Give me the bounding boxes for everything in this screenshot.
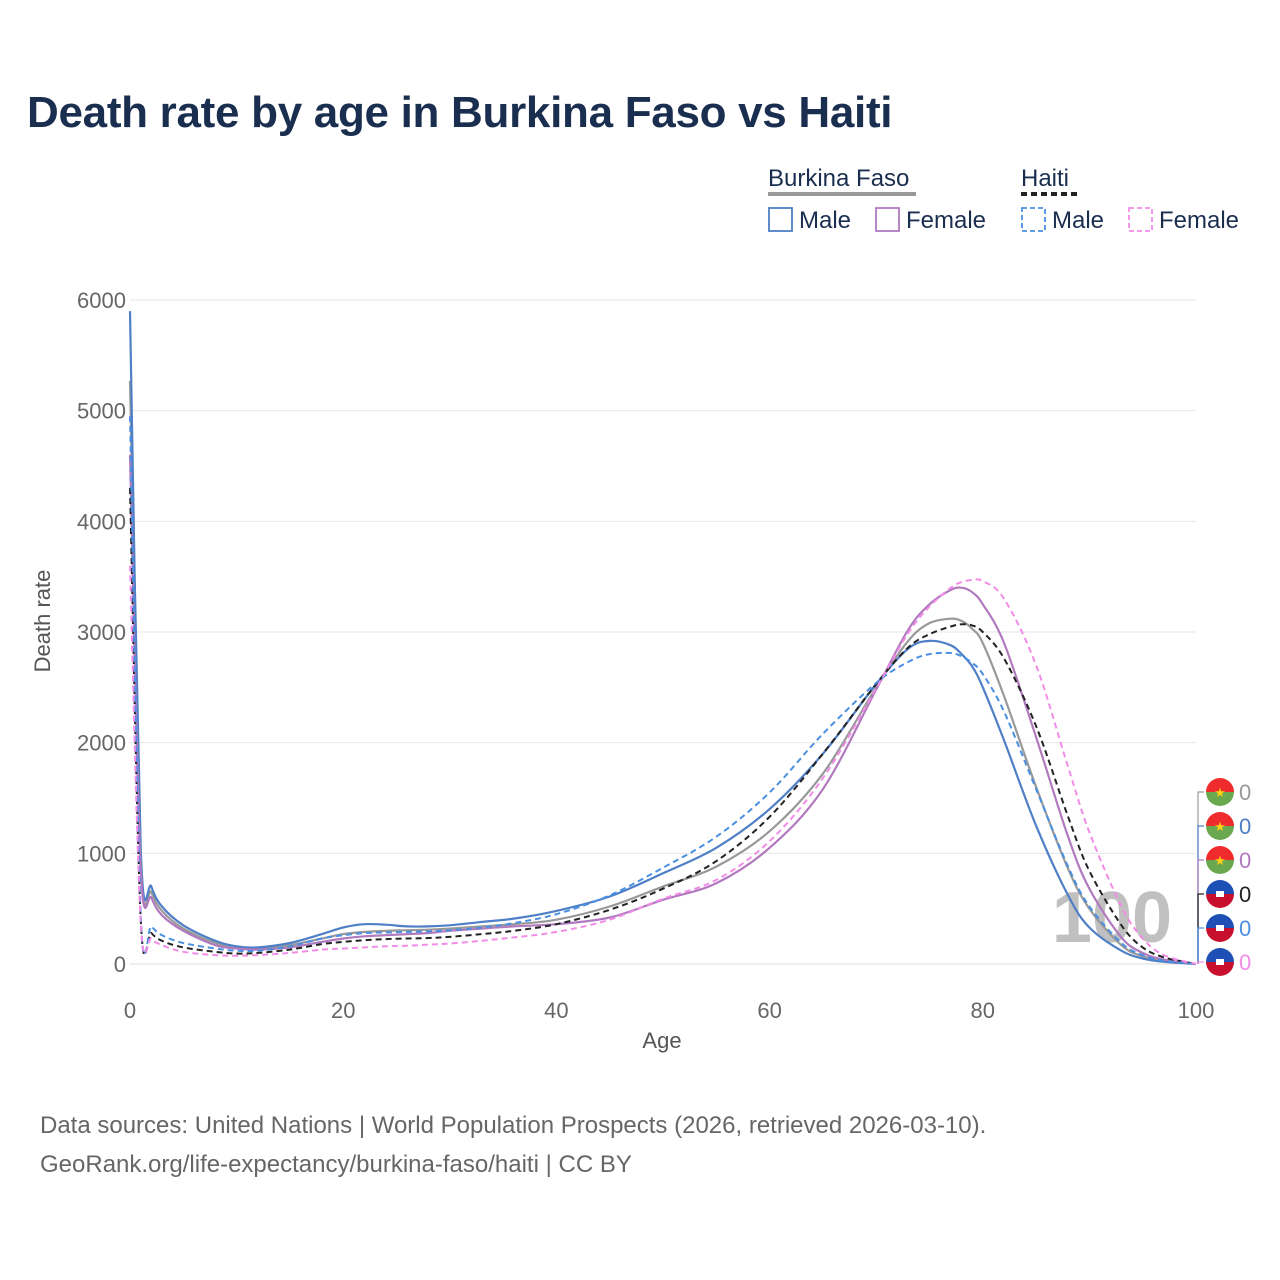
star-icon: ★ (1214, 786, 1226, 801)
end-value-label: 0 (1239, 848, 1251, 873)
end-connector (1197, 825, 1204, 964)
gridlines (130, 299, 1196, 965)
burkina-faso-flag-icon (1206, 812, 1234, 826)
end-labels: ★ 0 ★ 0 ★ 0 0 0 0 (1197, 778, 1251, 976)
y-tick-label: 1000 (77, 841, 126, 866)
end-connector (1197, 961, 1204, 964)
legend-item-label: Female (1159, 207, 1239, 234)
x-tick-label: 100 (1178, 998, 1215, 1023)
star-icon: ★ (1214, 854, 1226, 869)
footer-link: GeoRank.org/life-expectancy/burkina-faso… (40, 1151, 632, 1178)
y-tick-label: 4000 (77, 509, 126, 534)
y-tick-label: 3000 (77, 620, 126, 645)
series-line-burkina-faso-total (128, 380, 1197, 966)
flag-lower-half (1206, 894, 1234, 908)
end-connector (1197, 927, 1204, 964)
x-tick-label: 80 (971, 998, 995, 1023)
axes: 0 1000 2000 3000 4000 5000 6000 0 20 40 60 80 100 (77, 288, 1214, 1023)
end-value-label: 0 (1239, 882, 1251, 907)
series-line-haiti-male (129, 416, 1197, 965)
series-lines (128, 311, 1197, 966)
flag-lower-half (1206, 962, 1234, 976)
legend-group-title: Burkina Faso (768, 165, 909, 192)
y-tick-label: 0 (114, 952, 126, 977)
end-value-label: 0 (1239, 780, 1251, 805)
coat-of-arms-icon (1216, 959, 1224, 965)
flag-lower-half (1206, 792, 1234, 806)
burkina-faso-flag-icon (1206, 778, 1234, 792)
series-line-haiti-female (129, 565, 1197, 965)
footer-source: Data sources: United Nations | World Pop… (40, 1112, 987, 1139)
y-axis-label: Death rate (30, 570, 55, 673)
footer: Data sources: United Nations | World Pop… (40, 1106, 986, 1184)
x-tick-label: 0 (124, 998, 136, 1023)
y-tick-label: 5000 (77, 399, 126, 424)
x-axis-label: Age (642, 1028, 681, 1053)
end-value-label: 0 (1239, 814, 1251, 839)
end-connector (1197, 859, 1204, 964)
x-tick-label: 40 (544, 998, 568, 1023)
series-line-burkina-faso-male (128, 311, 1197, 966)
legend-group-title: Haiti (1021, 165, 1069, 192)
chart-title: Death rate by age in Burkina Faso vs Hai… (27, 88, 893, 137)
coat-of-arms-icon (1216, 925, 1224, 931)
haiti-flag-icon (1206, 880, 1234, 894)
legend: Burkina Faso Male Female Haiti Male Female (768, 165, 1239, 234)
x-tick-label: 20 (331, 998, 355, 1023)
legend-swatch-haiti-female (1128, 207, 1153, 232)
series-line-haiti-total (129, 488, 1197, 965)
flag-lower-half (1206, 826, 1234, 840)
burkina-faso-flag-icon (1206, 846, 1234, 860)
legend-item-label: Male (1052, 207, 1104, 234)
y-tick-label: 2000 (77, 731, 126, 756)
y-tick-label: 6000 (77, 288, 126, 313)
end-connector (1197, 791, 1204, 964)
flag-lower-half (1206, 928, 1234, 942)
legend-swatch-haiti-male (1021, 207, 1046, 232)
haiti-flag-icon (1206, 914, 1234, 928)
end-value-label: 0 (1239, 950, 1251, 975)
legend-swatch-burkina-faso-male (768, 207, 793, 232)
legend-item-label: Male (799, 207, 851, 234)
end-value-label: 0 (1239, 916, 1251, 941)
coat-of-arms-icon (1216, 891, 1224, 897)
star-icon: ★ (1214, 820, 1226, 835)
haiti-flag-icon (1206, 948, 1234, 962)
legend-swatch-burkina-faso-female (875, 207, 900, 232)
end-connector (1197, 893, 1204, 964)
legend-item-label: Female (906, 207, 986, 234)
flag-lower-half (1206, 860, 1234, 874)
x-tick-label: 60 (757, 998, 781, 1023)
